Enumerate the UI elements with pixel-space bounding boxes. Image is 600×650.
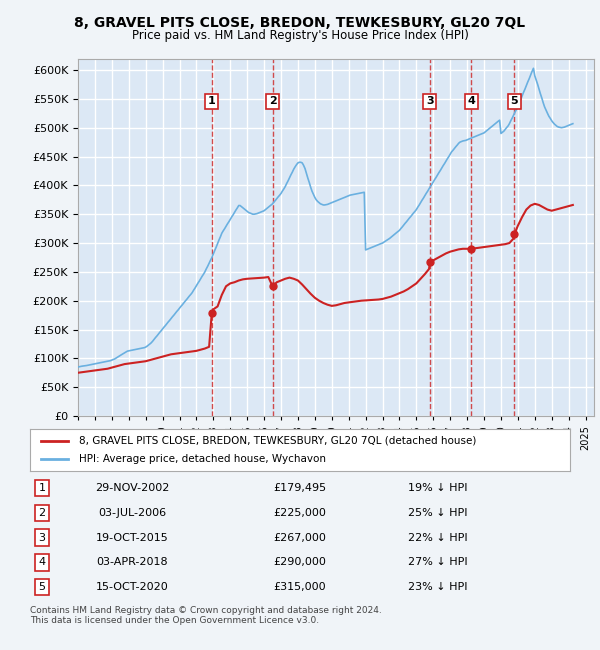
Text: £179,495: £179,495 [274,483,326,493]
Text: 23% ↓ HPI: 23% ↓ HPI [408,582,468,592]
Text: 27% ↓ HPI: 27% ↓ HPI [408,557,468,567]
Text: 19-OCT-2015: 19-OCT-2015 [95,532,169,543]
Text: 8, GRAVEL PITS CLOSE, BREDON, TEWKESBURY, GL20 7QL (detached house): 8, GRAVEL PITS CLOSE, BREDON, TEWKESBURY… [79,436,476,446]
Text: 1: 1 [38,483,46,493]
Text: 3: 3 [38,532,46,543]
Text: 8, GRAVEL PITS CLOSE, BREDON, TEWKESBURY, GL20 7QL: 8, GRAVEL PITS CLOSE, BREDON, TEWKESBURY… [74,16,526,31]
Text: £225,000: £225,000 [274,508,326,518]
Text: 29-NOV-2002: 29-NOV-2002 [95,483,169,493]
Text: 5: 5 [38,582,46,592]
Text: £267,000: £267,000 [274,532,326,543]
Text: 22% ↓ HPI: 22% ↓ HPI [408,532,468,543]
Text: 19% ↓ HPI: 19% ↓ HPI [408,483,468,493]
Text: 2: 2 [38,508,46,518]
Text: 03-APR-2018: 03-APR-2018 [96,557,168,567]
Text: 1: 1 [208,96,215,107]
Text: 4: 4 [38,557,46,567]
Text: 25% ↓ HPI: 25% ↓ HPI [408,508,468,518]
Text: 03-JUL-2006: 03-JUL-2006 [98,508,166,518]
Text: HPI: Average price, detached house, Wychavon: HPI: Average price, detached house, Wych… [79,454,326,464]
Text: £315,000: £315,000 [274,582,326,592]
Text: £290,000: £290,000 [274,557,326,567]
Text: 2: 2 [269,96,277,107]
Text: 15-OCT-2020: 15-OCT-2020 [95,582,169,592]
Text: 5: 5 [511,96,518,107]
Text: 3: 3 [426,96,434,107]
Text: Contains HM Land Registry data © Crown copyright and database right 2024.
This d: Contains HM Land Registry data © Crown c… [30,606,382,625]
Text: 4: 4 [467,96,475,107]
Text: Price paid vs. HM Land Registry's House Price Index (HPI): Price paid vs. HM Land Registry's House … [131,29,469,42]
